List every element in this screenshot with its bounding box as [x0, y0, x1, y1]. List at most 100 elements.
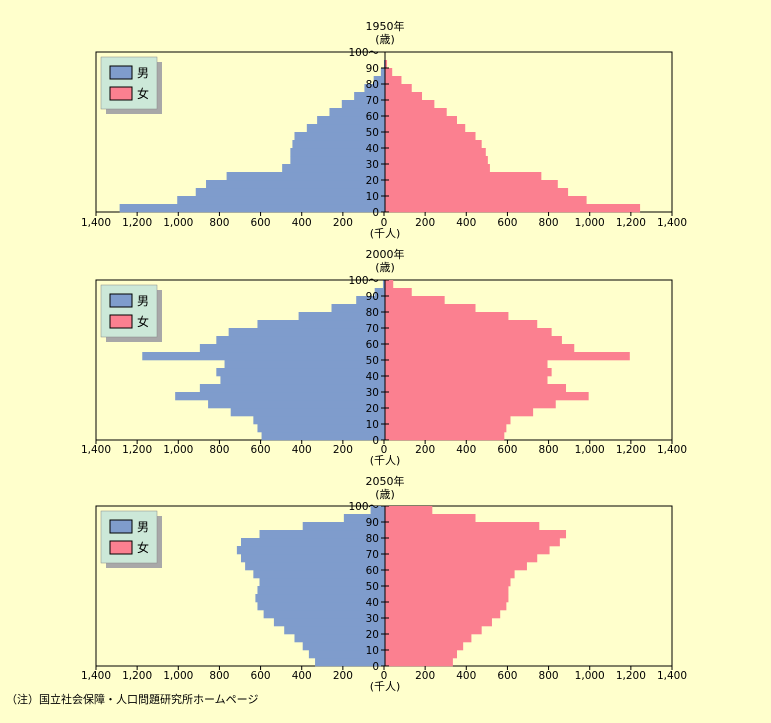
legend-label: 女 [137, 540, 149, 555]
male-bar [317, 116, 385, 125]
female-bar [385, 76, 402, 85]
female-bar [385, 368, 552, 377]
male-bar [236, 546, 385, 555]
male-bar [175, 392, 385, 401]
y-tick-label: 90 [366, 517, 379, 529]
x-tick-label: 800 [539, 217, 559, 229]
female-bar [385, 602, 507, 611]
female-bar [385, 116, 457, 125]
x-tick-label: 400 [456, 670, 476, 682]
x-tick-label: 600 [251, 217, 271, 229]
y-tick-label: 70 [366, 323, 379, 335]
male-bar [290, 156, 385, 165]
y-tick-label: 20 [366, 403, 379, 415]
female-bar [385, 594, 509, 603]
male-bar [257, 320, 385, 329]
male-bar [383, 60, 385, 69]
male-bar [282, 164, 385, 173]
female-bar [385, 416, 511, 425]
male-bar [261, 432, 385, 441]
x-tick-label: 1,200 [616, 670, 646, 682]
y-tick-label: 30 [366, 159, 379, 171]
female-bar [385, 140, 482, 149]
x-tick-label: 1,200 [122, 670, 152, 682]
x-tick-label: 200 [333, 217, 353, 229]
x-tick-label: 1,400 [81, 217, 111, 229]
y-tick-label: 10 [366, 645, 379, 657]
male-bar [302, 522, 385, 531]
y-tick-label: 10 [366, 191, 379, 203]
male-bar [308, 650, 385, 659]
x-tick-label: 600 [251, 444, 271, 456]
y-tick-label: 100〜 [348, 501, 379, 513]
female-bar [385, 376, 548, 385]
y-tick-label: 40 [366, 371, 379, 383]
male-bar [380, 68, 385, 77]
male-bar [356, 296, 385, 305]
female-bar [385, 196, 587, 205]
x-tick-label: 1,200 [122, 444, 152, 456]
female-bar [385, 100, 435, 109]
male-bar [199, 344, 385, 353]
x-tick-label: 1,000 [163, 670, 193, 682]
x-tick-label: 800 [209, 444, 229, 456]
y-tick-label: 60 [366, 111, 379, 123]
male-bar [253, 416, 385, 425]
x-tick-label: 1,000 [575, 217, 605, 229]
x-tick-label: 1,400 [657, 444, 687, 456]
y-tick-label: 10 [366, 419, 379, 431]
female-bar [385, 336, 562, 345]
female-bar [385, 108, 447, 117]
male-bar [206, 180, 385, 189]
x-tick-label: 800 [539, 670, 559, 682]
female-bar [385, 562, 527, 571]
female-bar [385, 304, 476, 313]
female-bar [385, 344, 575, 353]
x-tick-label: 0 [381, 217, 388, 229]
x-tick-label: 200 [333, 670, 353, 682]
male-bar [373, 76, 385, 85]
x-axis-unit: (千人) [370, 227, 401, 240]
male-bar [306, 124, 385, 133]
female-bar [385, 650, 457, 659]
male-bar [364, 84, 385, 93]
male-bar [245, 562, 385, 571]
male-bar [216, 368, 385, 377]
female-bar [385, 554, 538, 563]
male-bar [374, 288, 385, 297]
female-bar [385, 642, 464, 651]
x-tick-label: 800 [209, 217, 229, 229]
female-bar [385, 320, 538, 329]
x-tick-label: 400 [456, 217, 476, 229]
female-bar [385, 164, 490, 173]
female-bar [385, 360, 548, 369]
y-tick-label: 40 [366, 143, 379, 155]
x-tick-label: 600 [497, 444, 517, 456]
y-tick-label: 70 [366, 549, 379, 561]
x-axis-unit: (千人) [370, 454, 401, 467]
male-bar [257, 586, 385, 595]
source-note: （注）国立社会保障・人口問題研究所ホームページ [6, 693, 259, 706]
y-tick-label: 40 [366, 597, 379, 609]
female-bar [385, 432, 505, 441]
male-bar [294, 132, 385, 141]
chart-title: 2000年 [366, 247, 405, 261]
y-tick-label: 100〜 [348, 275, 379, 287]
male-bar [259, 578, 385, 587]
female-bar [385, 522, 540, 531]
y-axis-unit: (歳) [375, 33, 395, 46]
female-bar [385, 400, 556, 409]
female-bar [385, 132, 476, 141]
male-bar [230, 408, 385, 417]
male-bar [224, 360, 385, 369]
male-bar [315, 658, 385, 667]
x-tick-label: 200 [415, 444, 435, 456]
male-bar [370, 506, 385, 515]
male-bar [329, 108, 385, 117]
female-bar [385, 156, 488, 165]
male-bar [263, 610, 385, 619]
y-tick-label: 50 [366, 581, 379, 593]
female-bar [385, 204, 641, 213]
